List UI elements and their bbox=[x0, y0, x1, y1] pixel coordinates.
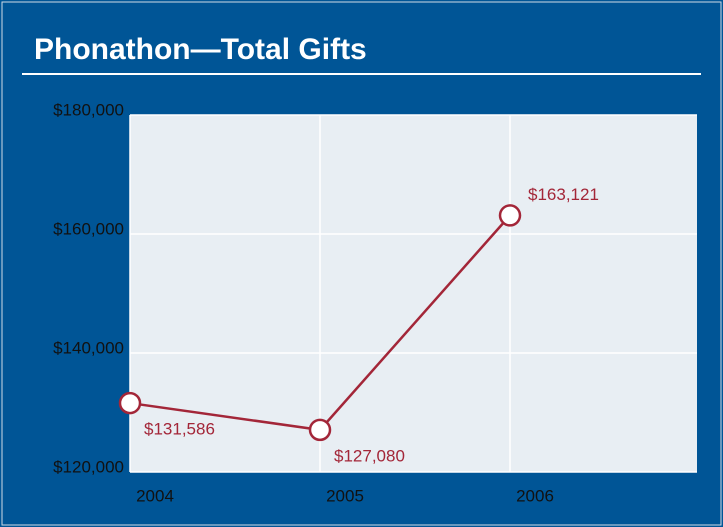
data-label: $163,121 bbox=[528, 185, 599, 204]
chart-title: Phonathon—Total Gifts bbox=[34, 33, 367, 66]
data-label: $127,080 bbox=[334, 446, 405, 465]
plot-area bbox=[130, 115, 697, 472]
y-tick-label: $140,000 bbox=[53, 338, 124, 357]
y-tick-label: $160,000 bbox=[53, 219, 124, 238]
x-tick-label: 2005 bbox=[326, 486, 364, 505]
x-tick-label: 2004 bbox=[136, 486, 174, 505]
x-tick-label: 2006 bbox=[516, 486, 554, 505]
point bbox=[498, 204, 522, 227]
point bbox=[118, 391, 142, 415]
y-tick-label: $120,000 bbox=[53, 457, 124, 476]
point bbox=[308, 418, 332, 442]
data-label: $131,586 bbox=[144, 420, 215, 439]
y-tick-label: $180,000 bbox=[53, 100, 124, 119]
